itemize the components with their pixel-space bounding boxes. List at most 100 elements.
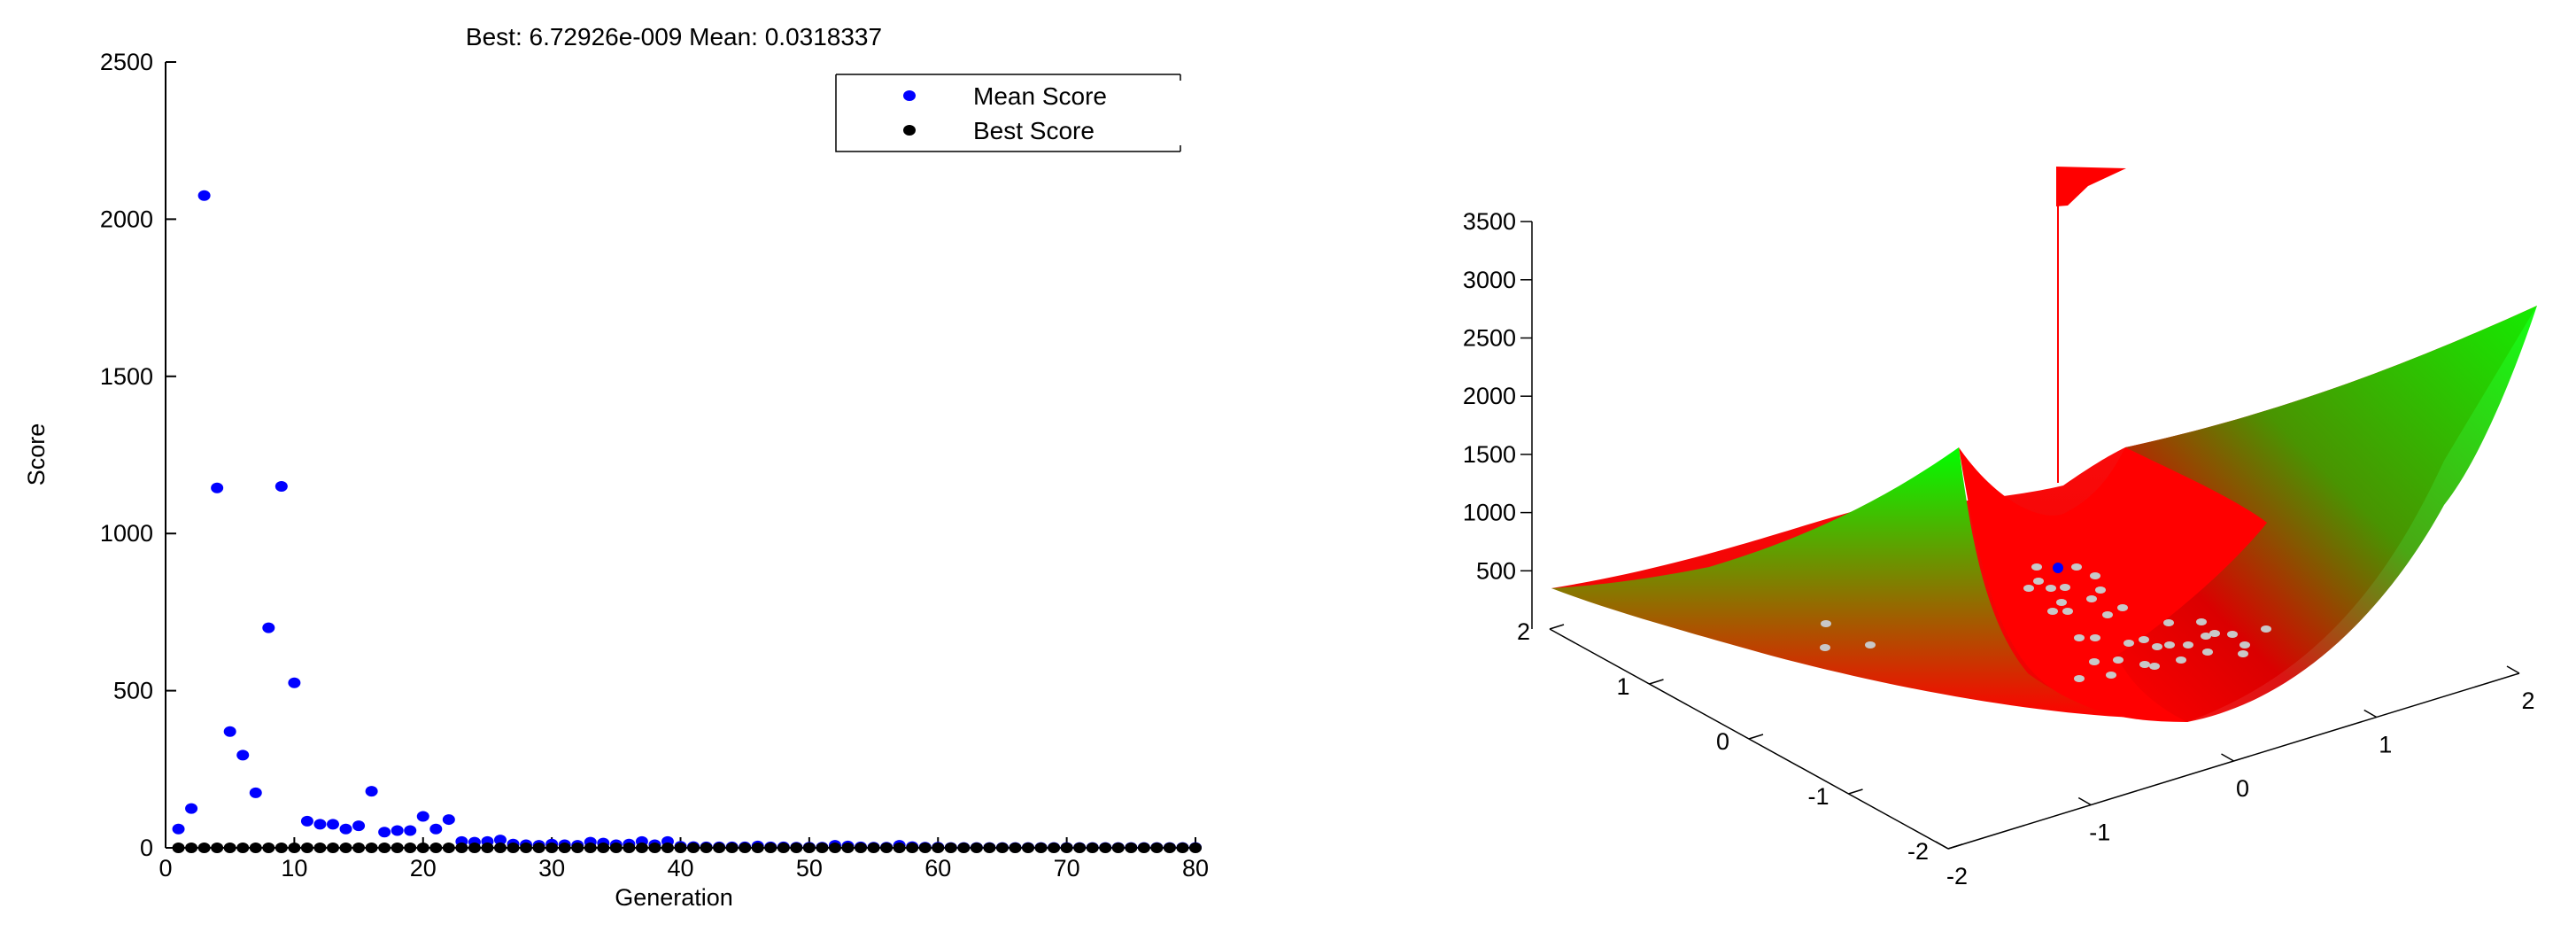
mean-score-point — [313, 819, 327, 830]
best-score-point — [442, 843, 455, 853]
z-tick-label: 1500 — [1463, 441, 1516, 468]
population-point — [2227, 631, 2238, 638]
best-score-point — [172, 843, 185, 853]
best-point-marker — [2053, 563, 2063, 573]
y-tick-label: 1500 — [100, 363, 153, 390]
floor-x-tick-label: 1 — [2379, 732, 2392, 758]
best-score-point — [957, 843, 971, 853]
best-score-point — [1137, 843, 1150, 853]
floor-x-tick-label: 2 — [2521, 687, 2534, 714]
best-score-point — [867, 843, 880, 853]
y-tick-label: 500 — [113, 678, 153, 704]
mean-score-point — [442, 814, 455, 826]
legend-frame — [835, 74, 1181, 152]
population-point — [2139, 636, 2149, 643]
population-point — [2090, 572, 2100, 579]
floor-x-tick — [2363, 709, 2378, 718]
floor-x-tick-label: -2 — [1946, 863, 1968, 889]
best-score-point — [455, 843, 468, 853]
population-point — [2139, 661, 2150, 668]
population-point — [2102, 611, 2113, 618]
population-point — [2074, 675, 2085, 682]
population-point — [2071, 563, 2082, 571]
population-point — [2261, 625, 2271, 633]
population-point — [2046, 585, 2056, 592]
best-score-point — [777, 843, 790, 853]
population-point — [2183, 641, 2193, 649]
legend-label-mean-score: Mean Score — [973, 82, 1107, 110]
best-score-point — [1022, 843, 1035, 853]
population-point — [2106, 672, 2116, 679]
population-point — [2196, 618, 2207, 625]
population-point — [2239, 641, 2250, 649]
population-point — [1821, 620, 1831, 627]
best-score-point — [609, 843, 623, 853]
x-ticks: 0 10 20 30 40 50 60 70 80 — [159, 837, 1209, 882]
z-tick-label: 2000 — [1463, 383, 1516, 409]
mean-score-point — [404, 825, 417, 836]
floor-x-tick-label: -1 — [2089, 819, 2110, 846]
data-points — [172, 190, 1202, 853]
best-score-point — [429, 843, 443, 853]
mean-score-point — [249, 787, 262, 798]
best-score-point — [764, 843, 777, 853]
surface-right-wing — [2116, 306, 2537, 722]
best-score-point — [288, 843, 301, 853]
best-score-point — [597, 843, 610, 853]
legend-marker-best-score — [903, 125, 916, 136]
floor-y-tick — [1848, 788, 1863, 795]
mean-score-point — [416, 811, 429, 822]
floor-y-tick — [1748, 734, 1764, 740]
floor-x-tick-label: 0 — [2236, 775, 2249, 802]
best-score-point — [790, 843, 803, 853]
best-score-point — [725, 843, 739, 853]
mean-score-point — [236, 749, 250, 761]
best-score-point — [944, 843, 957, 853]
floor-y-tick-label: 2 — [1517, 618, 1530, 645]
x-tick-label: 50 — [796, 855, 823, 882]
best-score-point — [970, 843, 983, 853]
mean-score-point — [223, 726, 236, 737]
best-score-point — [893, 843, 906, 853]
best-score-point — [739, 843, 752, 853]
z-tick-label: 500 — [1476, 557, 1516, 584]
best-score-point — [416, 843, 429, 853]
best-score-point — [223, 843, 236, 853]
best-score-point — [1009, 843, 1022, 853]
floor-y-tick-label: 0 — [1716, 728, 1729, 755]
mean-score-point — [300, 815, 313, 827]
best-score-point — [1073, 843, 1087, 853]
best-score-point — [339, 843, 352, 853]
population-point — [2123, 640, 2134, 647]
floor-x-ticks: -2 -1 0 1 2 — [1935, 665, 2535, 889]
best-score-point — [532, 843, 545, 853]
best-score-point — [391, 843, 404, 853]
y-tick-label: 1000 — [100, 520, 153, 547]
x-tick-label: 30 — [538, 855, 565, 882]
x-tick-label: 60 — [924, 855, 951, 882]
population-point — [2089, 658, 2100, 665]
floor-x-tick — [2077, 796, 2092, 806]
surface-plot: 500 1000 1500 2000 2500 3000 3500 -2 -1 0 1 2 -2 -1… — [1463, 167, 2537, 889]
mean-score-point — [352, 820, 366, 832]
best-score-point — [674, 843, 687, 853]
best-score-point — [802, 843, 816, 853]
population-point — [2062, 608, 2073, 615]
best-score-point — [365, 843, 378, 853]
best-score-point — [623, 843, 636, 853]
z-ticks: 500 1000 1500 2000 2500 3000 3500 — [1463, 208, 1532, 584]
best-score-point — [520, 843, 533, 853]
population-point — [2152, 643, 2162, 650]
plot-title: Best: 6.72926e-009 Mean: 0.0318337 — [466, 23, 882, 50]
best-score-point — [880, 843, 893, 853]
best-score-point — [378, 843, 391, 853]
best-score-point — [828, 843, 841, 853]
best-score-point — [906, 843, 919, 853]
score-plot: Best: 6.72926e-009 Mean: 0.0318337 05001… — [23, 23, 1209, 911]
population-point — [2202, 649, 2213, 656]
z-tick-label: 1000 — [1463, 500, 1516, 526]
best-score-point — [545, 843, 559, 853]
best-score-point — [313, 843, 327, 853]
best-score-point — [249, 843, 262, 853]
